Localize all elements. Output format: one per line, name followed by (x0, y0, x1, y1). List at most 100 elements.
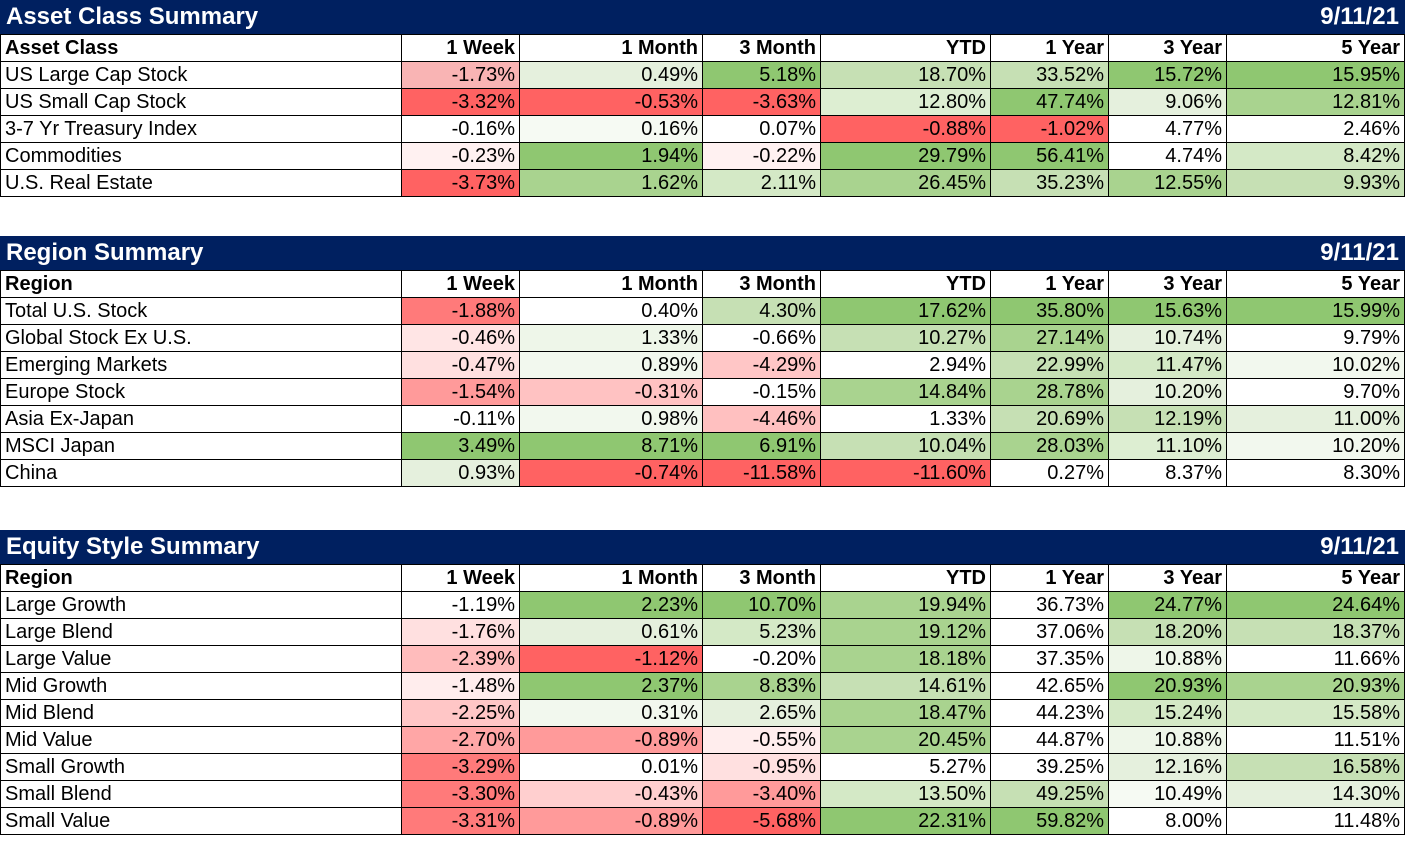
value-cell: 5.27% (820, 753, 991, 781)
value-cell: -11.58% (702, 459, 821, 487)
column-header: 1 Year (990, 564, 1109, 592)
table-row: MSCI Japan 3.49% 8.71% 6.91% 10.04% 28.03% 11.… (0, 432, 1405, 460)
value-cell: -3.40% (702, 780, 821, 808)
value-cell: 35.23% (990, 169, 1109, 197)
table-row: Emerging Markets -0.47% 0.89% -4.29% 2.94% 22… (0, 351, 1405, 379)
value-cell: 15.99% (1226, 297, 1405, 325)
value-cell: 0.27% (990, 459, 1109, 487)
value-cell: -3.30% (401, 780, 520, 808)
table-title: Equity Style Summary (6, 533, 260, 560)
value-cell: 3.49% (401, 432, 520, 460)
column-header: YTD (820, 564, 991, 592)
value-cell: 10.20% (1226, 432, 1405, 460)
column-header: 3 Year (1108, 270, 1227, 298)
value-cell: 10.88% (1108, 645, 1227, 673)
value-cell: 18.20% (1108, 618, 1227, 646)
value-cell: 56.41% (990, 142, 1109, 170)
value-cell: 2.46% (1226, 115, 1405, 143)
value-cell: 1.62% (519, 169, 703, 197)
column-header: 3 Month (702, 564, 821, 592)
data-grid: Asset Class 1 Week 1 Month 3 Month YTD 1 Year… (0, 34, 1405, 197)
value-cell: 18.70% (820, 61, 991, 89)
value-cell: -0.15% (702, 378, 821, 406)
value-cell: 42.65% (990, 672, 1109, 700)
value-cell: -0.43% (519, 780, 703, 808)
column-header-label: Region (0, 270, 402, 298)
value-cell: 11.47% (1108, 351, 1227, 379)
value-cell: 0.31% (519, 699, 703, 727)
value-cell: 8.42% (1226, 142, 1405, 170)
value-cell: 8.00% (1108, 807, 1227, 835)
value-cell: 11.00% (1226, 405, 1405, 433)
value-cell: -2.25% (401, 699, 520, 727)
value-cell: 11.10% (1108, 432, 1227, 460)
table-row: Total U.S. Stock -1.88% 0.40% 4.30% 17.62% 35… (0, 297, 1405, 325)
value-cell: -1.19% (401, 591, 520, 619)
table-date: 9/11/21 (1320, 533, 1399, 560)
value-cell: 24.64% (1226, 591, 1405, 619)
row-label: Mid Value (0, 726, 402, 754)
value-cell: -0.20% (702, 645, 821, 673)
row-label: Large Blend (0, 618, 402, 646)
row-label: Small Value (0, 807, 402, 835)
value-cell: 19.94% (820, 591, 991, 619)
column-header: YTD (820, 34, 991, 62)
table-date: 9/11/21 (1320, 239, 1399, 266)
value-cell: -0.95% (702, 753, 821, 781)
table-row: U.S. Real Estate -3.73% 1.62% 2.11% 26.45% 35… (0, 169, 1405, 197)
value-cell: 9.93% (1226, 169, 1405, 197)
value-cell: 15.58% (1226, 699, 1405, 727)
row-label: Global Stock Ex U.S. (0, 324, 402, 352)
column-header: 5 Year (1226, 564, 1405, 592)
value-cell: 29.79% (820, 142, 991, 170)
value-cell: 10.04% (820, 432, 991, 460)
value-cell: 37.35% (990, 645, 1109, 673)
row-label: Europe Stock (0, 378, 402, 406)
value-cell: 35.80% (990, 297, 1109, 325)
value-cell: 59.82% (990, 807, 1109, 835)
row-label: Total U.S. Stock (0, 297, 402, 325)
value-cell: 17.62% (820, 297, 991, 325)
value-cell: 22.99% (990, 351, 1109, 379)
value-cell: -2.70% (401, 726, 520, 754)
value-cell: 2.23% (519, 591, 703, 619)
value-cell: 12.81% (1226, 88, 1405, 116)
value-cell: -0.53% (519, 88, 703, 116)
region-summary-table: Region Summary 9/11/21 Region 1 Week 1 Month… (0, 236, 1405, 487)
value-cell: -0.66% (702, 324, 821, 352)
value-cell: 33.52% (990, 61, 1109, 89)
value-cell: -3.32% (401, 88, 520, 116)
value-cell: 11.48% (1226, 807, 1405, 835)
asset-class-summary-table: Asset Class Summary 9/11/21 Asset Class 1 W… (0, 0, 1405, 197)
value-cell: 0.49% (519, 61, 703, 89)
column-header: 5 Year (1226, 270, 1405, 298)
value-cell: 27.14% (990, 324, 1109, 352)
value-cell: -0.89% (519, 807, 703, 835)
column-header: 5 Year (1226, 34, 1405, 62)
column-header: 1 Month (519, 34, 703, 62)
value-cell: 4.74% (1108, 142, 1227, 170)
table-title-bar: Asset Class Summary 9/11/21 (0, 0, 1405, 34)
column-header: 3 Month (702, 34, 821, 62)
value-cell: 20.69% (990, 405, 1109, 433)
value-cell: -0.23% (401, 142, 520, 170)
table-title: Region Summary (6, 239, 204, 266)
value-cell: -0.46% (401, 324, 520, 352)
value-cell: 47.74% (990, 88, 1109, 116)
table-title-bar: Equity Style Summary 9/11/21 (0, 530, 1405, 564)
value-cell: 16.58% (1226, 753, 1405, 781)
row-label: Asia Ex-Japan (0, 405, 402, 433)
value-cell: 20.93% (1108, 672, 1227, 700)
value-cell: 1.33% (820, 405, 991, 433)
row-label: 3-7 Yr Treasury Index (0, 115, 402, 143)
column-header: 1 Year (990, 270, 1109, 298)
value-cell: -3.73% (401, 169, 520, 197)
value-cell: 5.18% (702, 61, 821, 89)
value-cell: -3.29% (401, 753, 520, 781)
value-cell: 49.25% (990, 780, 1109, 808)
column-header-label: Asset Class (0, 34, 402, 62)
value-cell: 19.12% (820, 618, 991, 646)
column-header: 1 Year (990, 34, 1109, 62)
value-cell: -0.89% (519, 726, 703, 754)
table-row: Mid Blend -2.25% 0.31% 2.65% 18.47% 44.23% 15.… (0, 699, 1405, 727)
